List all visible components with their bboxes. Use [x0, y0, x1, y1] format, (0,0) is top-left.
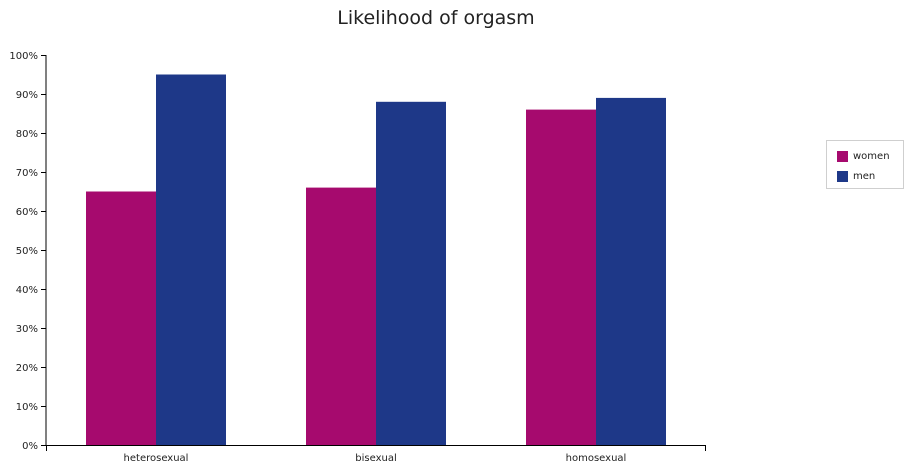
x-tick-label: heterosexual	[124, 453, 189, 464]
legend-item-women: women	[837, 149, 890, 163]
bar-men-bisexual	[376, 101, 446, 446]
y-tick-label: 20%	[16, 363, 38, 374]
y-axis: 0% 10% 20% 30% 40% 50% 60% 70% 80% 90% 100%	[9, 51, 47, 452]
legend-swatch-men	[837, 170, 848, 182]
legend: women men	[826, 140, 904, 189]
bars	[86, 74, 666, 446]
y-tick-label: 50%	[16, 246, 38, 257]
y-tick-label: 40%	[16, 285, 38, 296]
x-tick-label: bisexual	[355, 453, 396, 464]
y-tick-label: 60%	[16, 207, 38, 218]
y-tick-label: 10%	[16, 402, 38, 413]
legend-swatch-women	[837, 150, 848, 162]
bar-men-heterosexual	[156, 74, 226, 445]
bar-women-homosexual	[526, 109, 596, 445]
legend-item-men: men	[837, 169, 875, 183]
bar-women-heterosexual	[86, 191, 156, 445]
legend-label-women: women	[853, 150, 890, 162]
x-axis: heterosexual bisexual homosexual	[46, 445, 706, 464]
y-tick-label: 30%	[16, 324, 38, 335]
y-tick-label: 100%	[9, 51, 38, 62]
x-tick-label: homosexual	[566, 453, 627, 464]
y-tick-label: 80%	[16, 129, 38, 140]
y-tick-label: 90%	[16, 90, 38, 101]
bar-men-homosexual	[596, 97, 666, 446]
y-tick-label: 70%	[16, 168, 38, 179]
y-tick-label: 0%	[22, 441, 38, 452]
bar-women-bisexual	[306, 187, 376, 445]
legend-label-men: men	[853, 170, 876, 182]
chart-title: Likelihood of orgasm	[337, 7, 535, 29]
